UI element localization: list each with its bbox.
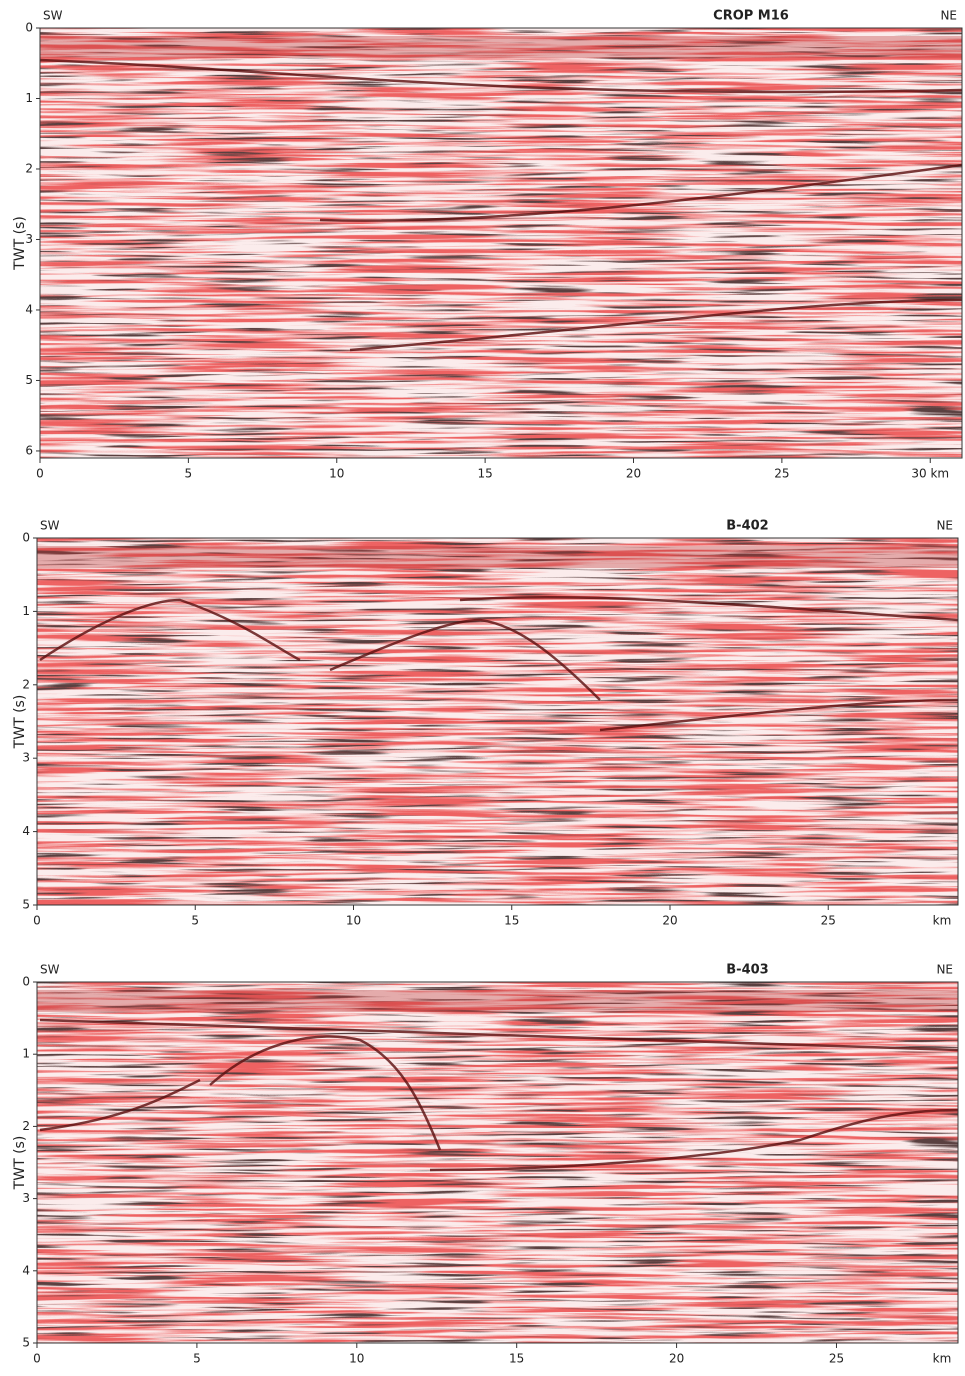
plot-frame <box>39 27 963 459</box>
y-tick-label: 1 <box>22 604 30 618</box>
x-tick-label: 0 <box>36 467 44 481</box>
y-tick-label: 3 <box>22 1191 30 1205</box>
x-tick-label: 0 <box>33 1352 41 1366</box>
x-tick-label: 10 <box>329 467 344 481</box>
reflector <box>39 1018 959 1052</box>
y-tick-label: 5 <box>22 1336 30 1350</box>
y-tick-label: 1 <box>22 1047 30 1061</box>
panel-title: B-403 <box>726 963 768 978</box>
x-tick-label: 20 <box>662 914 677 928</box>
reflector <box>349 298 963 352</box>
y-tick-label: 0 <box>22 531 30 545</box>
x-tick-label: 25 <box>821 914 836 928</box>
y-tick-label: 5 <box>22 898 30 912</box>
panel-title: B-402 <box>726 519 768 534</box>
x-tick-label: 20 <box>626 467 641 481</box>
x-unit: km <box>933 1352 952 1366</box>
reflector <box>599 698 959 732</box>
right-direction: NE <box>936 519 953 533</box>
x-tick-label: 0 <box>33 914 41 928</box>
left-direction: SW <box>40 963 60 977</box>
reflector <box>459 596 959 622</box>
x-tick-label: 5 <box>191 914 199 928</box>
reflector <box>39 1078 201 1132</box>
x-tick-label: 15 <box>504 914 519 928</box>
y-tick-label: 5 <box>25 373 33 387</box>
y-tick-label: 1 <box>25 91 33 105</box>
seafloor-band <box>40 36 962 58</box>
plot-frame <box>36 537 959 906</box>
panel-title: CROP M16 <box>713 9 789 24</box>
y-tick-label: 0 <box>22 975 30 989</box>
reflector <box>319 163 963 222</box>
x-tick-label: 5 <box>185 467 193 481</box>
reflector <box>209 1035 442 1151</box>
y-tick-label: 4 <box>25 302 33 316</box>
plot-frame <box>36 981 959 1344</box>
y-tick-label: 3 <box>22 751 30 765</box>
x-tick-label: 30 km <box>911 467 949 481</box>
y-axis-label: TWT (s) <box>12 695 28 750</box>
left-direction: SW <box>40 519 60 533</box>
x-tick-label: 20 <box>669 1352 684 1366</box>
left-direction: SW <box>43 9 63 23</box>
y-axis-label: TWT (s) <box>12 1136 28 1191</box>
x-tick-label: 10 <box>349 1352 364 1366</box>
x-tick-label: 15 <box>509 1352 524 1366</box>
y-tick-label: 6 <box>25 443 33 457</box>
y-tick-label: 4 <box>22 824 30 838</box>
y-tick-label: 3 <box>25 232 33 246</box>
seismic-texture <box>40 28 962 458</box>
x-tick-label: 25 <box>774 467 789 481</box>
y-tick-label: 0 <box>25 21 33 35</box>
reflector <box>39 58 963 94</box>
y-tick-label: 2 <box>22 1119 30 1133</box>
y-tick-label: 4 <box>22 1263 30 1277</box>
right-direction: NE <box>936 963 953 977</box>
y-tick-label: 2 <box>25 161 33 175</box>
y-tick-label: 2 <box>22 677 30 691</box>
reflector <box>39 598 301 662</box>
y-axis-label: TWT (s) <box>12 216 28 271</box>
reflector <box>429 1108 959 1172</box>
x-unit: km <box>933 914 952 928</box>
x-tick-label: 25 <box>829 1352 844 1366</box>
seismic-texture <box>37 538 958 905</box>
x-tick-label: 10 <box>346 914 361 928</box>
seafloor-band <box>37 990 958 1012</box>
seafloor-band <box>37 546 958 568</box>
right-direction: NE <box>940 9 957 23</box>
seismic-texture <box>37 982 958 1343</box>
reflector <box>329 618 601 701</box>
x-tick-label: 15 <box>477 467 492 481</box>
x-tick-label: 5 <box>193 1352 201 1366</box>
